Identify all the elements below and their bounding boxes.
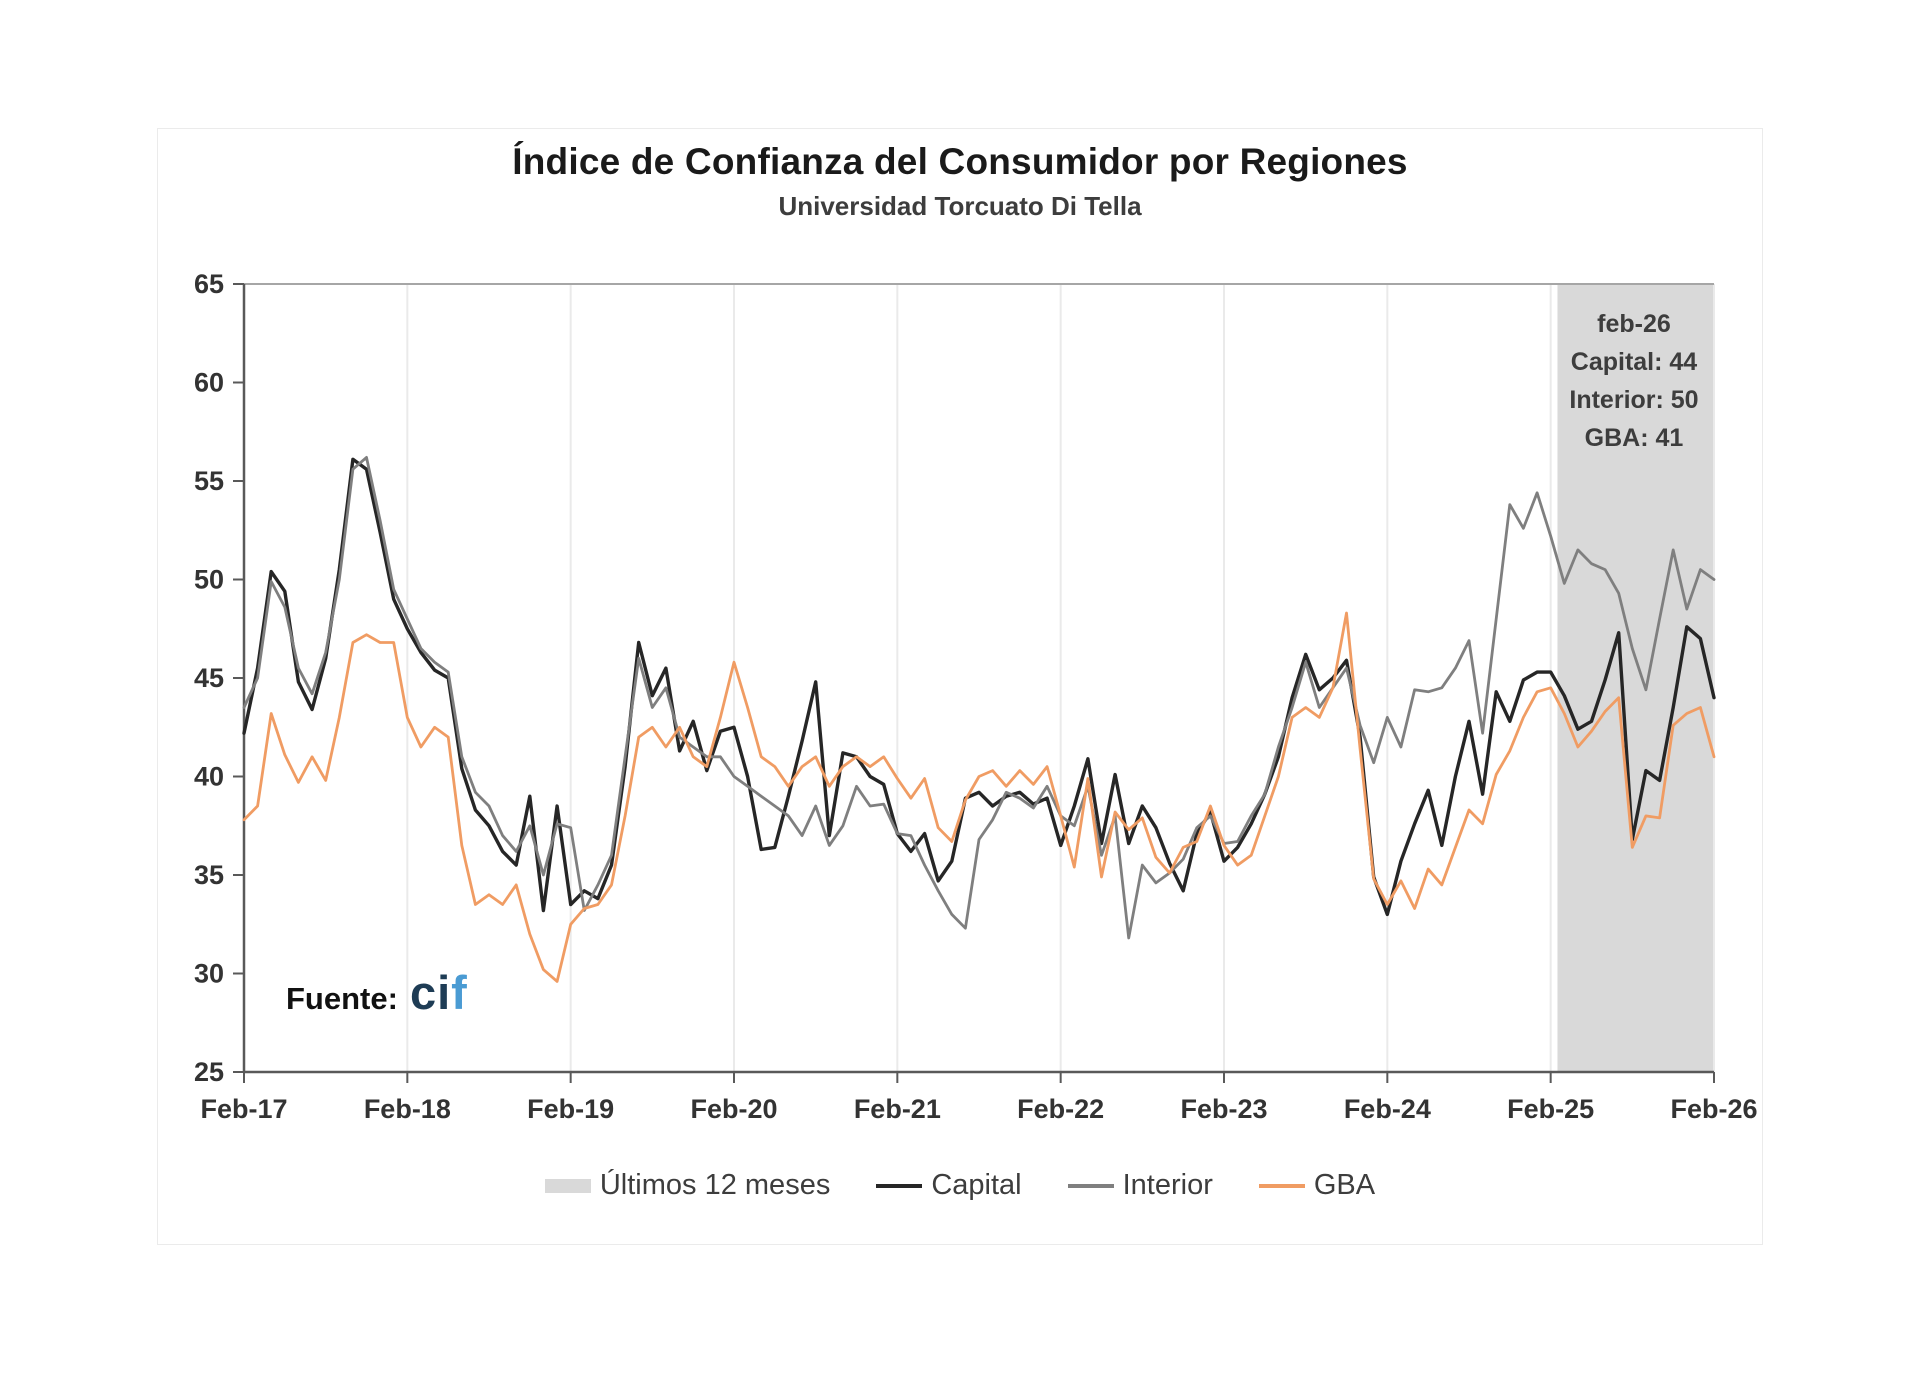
legend-label-band: Últimos 12 meses — [599, 1169, 831, 1201]
svg-text:Feb-20: Feb-20 — [690, 1094, 777, 1124]
chart-card: 25 30 35 40 45 50 55 60 65 Feb-17 Feb-18 Feb-19 Feb-… — [157, 128, 1763, 1245]
svg-text:60: 60 — [194, 368, 224, 398]
cif-logo-f: f — [451, 966, 468, 1019]
source-note: Fuente: cif — [286, 965, 468, 1020]
svg-text:45: 45 — [194, 663, 224, 693]
svg-text:35: 35 — [194, 860, 224, 890]
svg-text:Feb-21: Feb-21 — [854, 1094, 941, 1124]
latest-values-annotation: feb-26 Capital: 44 Interior: 50 GBA: 41 — [1551, 305, 1717, 457]
svg-text:50: 50 — [194, 565, 224, 595]
annotation-gba-value: GBA: 41 — [1584, 424, 1684, 452]
annotation-month: feb-26 — [1597, 310, 1671, 338]
svg-text:Feb-18: Feb-18 — [364, 1094, 451, 1124]
svg-text:65: 65 — [194, 269, 224, 299]
legend-item-interior: Interior — [1067, 1169, 1213, 1202]
svg-text:55: 55 — [194, 466, 224, 496]
svg-text:Feb-26: Feb-26 — [1670, 1094, 1757, 1124]
chart-subtitle: Universidad Torcuato Di Tella — [778, 191, 1142, 221]
cif-logo-ci: ci — [409, 966, 452, 1019]
legend-label-capital: Capital — [931, 1169, 1022, 1201]
svg-text:Feb-25: Feb-25 — [1507, 1094, 1594, 1124]
band-swatch-icon — [544, 1178, 591, 1193]
svg-text:Feb-17: Feb-17 — [200, 1094, 287, 1124]
annotation-capital-value: Capital: 44 — [1570, 348, 1698, 376]
annotation-interior-value: Interior: 50 — [1569, 386, 1699, 414]
consumer-confidence-plot: 25 30 35 40 45 50 55 60 65 Feb-17 Feb-18 Feb-19 Feb-… — [194, 269, 1758, 1124]
legend-label-interior: Interior — [1122, 1169, 1213, 1201]
svg-text:Feb-24: Feb-24 — [1344, 1094, 1431, 1124]
legend-label-gba: GBA — [1313, 1169, 1376, 1201]
source-label: Fuente: — [286, 981, 398, 1016]
legend-item-band: Últimos 12 meses — [544, 1169, 831, 1202]
capital-line-swatch-icon — [876, 1183, 923, 1188]
svg-text:Feb-23: Feb-23 — [1180, 1094, 1267, 1124]
svg-text:Feb-19: Feb-19 — [527, 1094, 614, 1124]
chart-legend: Últimos 12 meses Capital Interior GBA — [158, 1169, 1762, 1202]
legend-item-capital: Capital — [876, 1169, 1022, 1202]
gba-line-swatch-icon — [1258, 1183, 1305, 1188]
legend-item-gba: GBA — [1258, 1169, 1376, 1202]
cif-logo: cif — [410, 965, 468, 1020]
chart-title: Índice de Confianza del Consumidor por R… — [512, 141, 1408, 182]
svg-text:25: 25 — [194, 1057, 224, 1087]
interior-line-swatch-icon — [1067, 1183, 1114, 1188]
svg-text:40: 40 — [194, 762, 224, 792]
svg-text:30: 30 — [194, 959, 224, 989]
svg-text:Feb-22: Feb-22 — [1017, 1094, 1104, 1124]
